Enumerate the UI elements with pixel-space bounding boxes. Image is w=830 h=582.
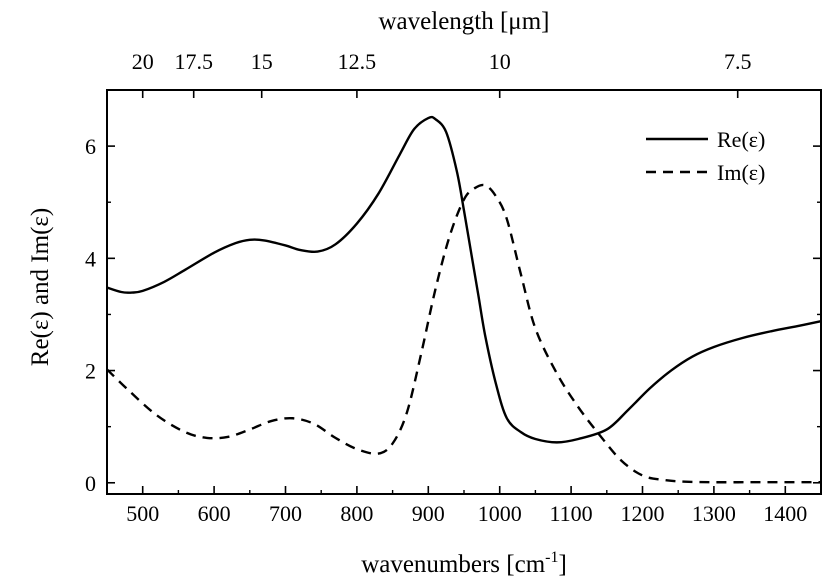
legend-label-im: Im(ε) <box>717 160 765 185</box>
x-tick-label: 1100 <box>550 501 593 526</box>
series-line-im <box>106 183 821 484</box>
x-tick-label: 1200 <box>621 501 665 526</box>
top-axis-title: wavelength [μm] <box>379 8 550 35</box>
x-tick-label: 1300 <box>692 501 736 526</box>
x-tick-label: 1400 <box>763 501 807 526</box>
x-axis-title: wavenumbers [cm-1] <box>361 549 567 578</box>
x-tick-label: 1000 <box>478 501 522 526</box>
y-tick-label: 2 <box>85 359 96 384</box>
x-tick-label: 600 <box>198 501 231 526</box>
x-tick-label: 800 <box>340 501 373 526</box>
top-tick-label: 7.5 <box>724 49 752 74</box>
top-tick-label: 12.5 <box>338 49 377 74</box>
y-axis-title: Re(ε) and Im(ε) <box>27 208 54 366</box>
x-tick-label: 700 <box>269 501 302 526</box>
top-tick-label: 10 <box>489 49 511 74</box>
x-axis-title-superscript: -1 <box>545 549 558 566</box>
plot-frame <box>106 89 822 495</box>
x-tick-label: 500 <box>126 501 159 526</box>
plot-area-border <box>106 89 822 495</box>
x-axis-title-end: ] <box>558 551 566 578</box>
legend-label-re: Re(ε) <box>717 127 765 152</box>
x-axis-title-main: wavenumbers [cm <box>361 551 546 578</box>
x-tick-label: 900 <box>412 501 445 526</box>
series-group <box>106 115 822 484</box>
y-tick-label: 4 <box>85 246 96 271</box>
top-tick-label: 15 <box>251 49 273 74</box>
top-tick-label: 20 <box>132 49 154 74</box>
legend: Re(ε) Im(ε) <box>646 127 765 185</box>
top-tick-label: 17.5 <box>174 49 213 74</box>
y-tick-label: 6 <box>85 134 96 159</box>
y-tick-label: 0 <box>85 471 96 496</box>
series-line-re <box>106 115 822 444</box>
